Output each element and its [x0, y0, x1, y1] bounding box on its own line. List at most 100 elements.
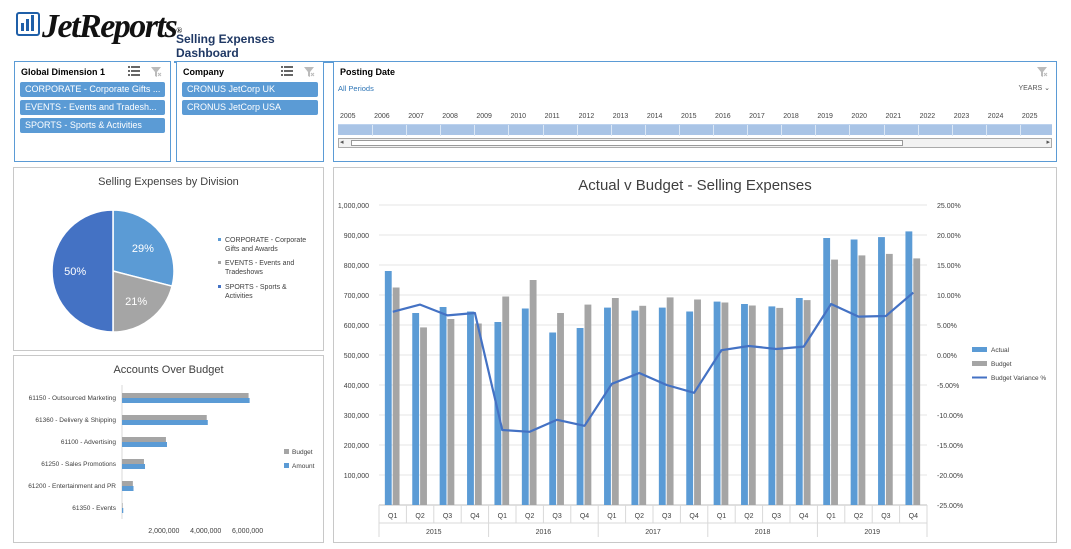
- quarter-label: Q4: [689, 513, 698, 520]
- timeline-year-label[interactable]: 2009: [476, 113, 492, 120]
- y-tick-label: 600,000: [344, 323, 369, 330]
- amount-bar: [122, 420, 208, 425]
- timeline-year-label[interactable]: 2019: [817, 113, 833, 120]
- actual-bar: [905, 231, 913, 505]
- budget-bar: [776, 307, 784, 505]
- quarter-label: Q4: [799, 513, 808, 520]
- y2-tick-label: -10.00%: [937, 413, 963, 420]
- timeline-year-label[interactable]: 2015: [680, 113, 697, 120]
- slicer-company: Company CRONUS JetCorp UK CRONUS JetCorp…: [176, 61, 324, 162]
- pie-slice: [112, 209, 175, 288]
- timeline-year-label[interactable]: 2025: [1021, 113, 1038, 120]
- slicer-item-events[interactable]: EVENTS - Events and Tradesh...: [20, 100, 165, 115]
- actual-bar: [384, 271, 392, 505]
- timeline-year-label[interactable]: 2023: [953, 113, 970, 120]
- timeline-year-label[interactable]: 2014: [646, 113, 663, 120]
- timeline-year-label[interactable]: 2020: [851, 113, 867, 120]
- slicer-item-cronus-usa[interactable]: CRONUS JetCorp USA: [182, 100, 318, 115]
- actual-bar: [576, 328, 584, 505]
- quarter-label: Q2: [415, 513, 424, 520]
- budget-bar: [721, 302, 729, 505]
- slicer-title: Company: [183, 67, 225, 77]
- logo-bars-icon: [16, 12, 40, 36]
- budget-bar: [694, 299, 701, 505]
- year-label: 2018: [755, 529, 771, 536]
- slicer-item-cronus-uk[interactable]: CRONUS JetCorp UK: [182, 82, 318, 97]
- timeline-level-dropdown[interactable]: YEARS ⌄: [1018, 84, 1050, 92]
- actual-bar: [850, 239, 858, 505]
- timeline-range-bar[interactable]: [338, 124, 1052, 136]
- timeline-year-label[interactable]: 2017: [749, 113, 765, 120]
- slicer-title: Global Dimension 1: [21, 67, 106, 77]
- timeline-year-label[interactable]: 2013: [612, 113, 629, 120]
- legend-entry: Budget Variance %: [991, 375, 1046, 382]
- quarter-label: Q2: [525, 513, 534, 520]
- timeline-year-label[interactable]: 2022: [919, 113, 936, 120]
- clear-filter-icon[interactable]: [150, 65, 162, 77]
- timeline-year-label[interactable]: 2016: [715, 113, 731, 120]
- clear-filter-icon[interactable]: [1036, 65, 1048, 77]
- timeline-year-label[interactable]: 2007: [408, 113, 424, 120]
- timeline-posting-date: Posting Date All Periods YEARS ⌄ 2005 200…: [333, 61, 1057, 162]
- budget-bar: [447, 319, 455, 505]
- timeline-scrollbar[interactable]: ◂ ▸: [338, 138, 1052, 148]
- timeline-year-label[interactable]: 2011: [544, 113, 560, 120]
- accounts-bar-chart: 61150 - Outsourced Marketing 61360 - Deli…: [28, 385, 315, 535]
- pie-chart: 29% 21% 50% CORPORATE - Corporate Gifts and …: [51, 209, 306, 333]
- legend-entry: Budget: [991, 361, 1012, 368]
- x-tick-label: 2,000,000: [148, 528, 179, 535]
- chevron-down-icon: ⌄: [1044, 85, 1050, 92]
- legend-entry: Amount: [292, 463, 315, 470]
- budget-bar: [392, 287, 400, 505]
- timeline-year-label[interactable]: 2008: [442, 113, 458, 120]
- timeline-year-label[interactable]: 2010: [510, 113, 527, 120]
- budget-bar: [420, 327, 427, 505]
- y-tick-label: 500,000: [344, 353, 369, 360]
- actual-bar: [412, 313, 420, 505]
- y2-tick-label: 25.00%: [937, 203, 961, 210]
- timeline-year-label[interactable]: 2024: [987, 113, 1004, 120]
- timeline-year-label[interactable]: 2012: [578, 113, 595, 120]
- slicer-item-sports[interactable]: SPORTS - Sports & Activities: [20, 118, 165, 133]
- quarter-label: Q3: [552, 513, 561, 520]
- budget-bar: [122, 415, 207, 420]
- pie-data-label: 29%: [132, 243, 154, 255]
- x-tick-label: 6,000,000: [232, 528, 263, 535]
- quarter-label: Q1: [826, 513, 835, 520]
- category-label: 61150 - Outsourced Marketing: [29, 395, 117, 402]
- budget-bar: [611, 298, 619, 505]
- y-tick-label: 300,000: [344, 413, 369, 420]
- quarter-label: Q4: [909, 513, 918, 520]
- category-label: 61350 - Events: [72, 505, 116, 512]
- quarter-label: Q3: [772, 513, 781, 520]
- actual-bar: [658, 307, 666, 505]
- pie-legend-entry: EVENTS - Events and Tradeshows: [225, 260, 294, 276]
- y-tick-label: 200,000: [344, 443, 369, 450]
- timeline-year-label[interactable]: 2018: [783, 113, 799, 120]
- timeline-year-label[interactable]: 2006: [374, 113, 390, 120]
- slicer-global-dimension: Global Dimension 1 CORPORATE - Corporate…: [14, 61, 171, 162]
- timeline-year-label[interactable]: 2005: [340, 113, 356, 120]
- scroll-thumb[interactable]: [351, 140, 903, 146]
- legend-swatch: [218, 285, 221, 288]
- scroll-left-icon[interactable]: ◂: [340, 139, 344, 146]
- timeline-level-label: YEARS: [1018, 85, 1043, 92]
- budget-bar: [122, 393, 249, 398]
- budget-bar: [122, 437, 166, 442]
- actual-bar: [686, 311, 694, 505]
- multi-select-icon[interactable]: [128, 65, 140, 77]
- clear-filter-icon[interactable]: [303, 65, 315, 77]
- pie-legend-entry: CORPORATE - Corporate Gifts and Awards: [225, 237, 306, 253]
- scroll-right-icon[interactable]: ▸: [1046, 139, 1050, 146]
- timeline-period-label: All Periods: [338, 84, 374, 93]
- actual-bar: [795, 298, 803, 505]
- pie-legend-entry: SPORTS - Sports & Activities: [225, 284, 287, 300]
- budget-bar: [913, 258, 921, 505]
- timeline-year-label[interactable]: 2021: [885, 113, 902, 120]
- accounts-chart-panel: Accounts Over Budget 61150 - Outsourced …: [13, 355, 324, 543]
- multi-select-icon[interactable]: [281, 65, 293, 77]
- y2-tick-label: 10.00%: [937, 293, 961, 300]
- actual-bar: [549, 332, 557, 505]
- pie-slice: [51, 209, 114, 333]
- slicer-item-corporate[interactable]: CORPORATE - Corporate Gifts ...: [20, 82, 165, 97]
